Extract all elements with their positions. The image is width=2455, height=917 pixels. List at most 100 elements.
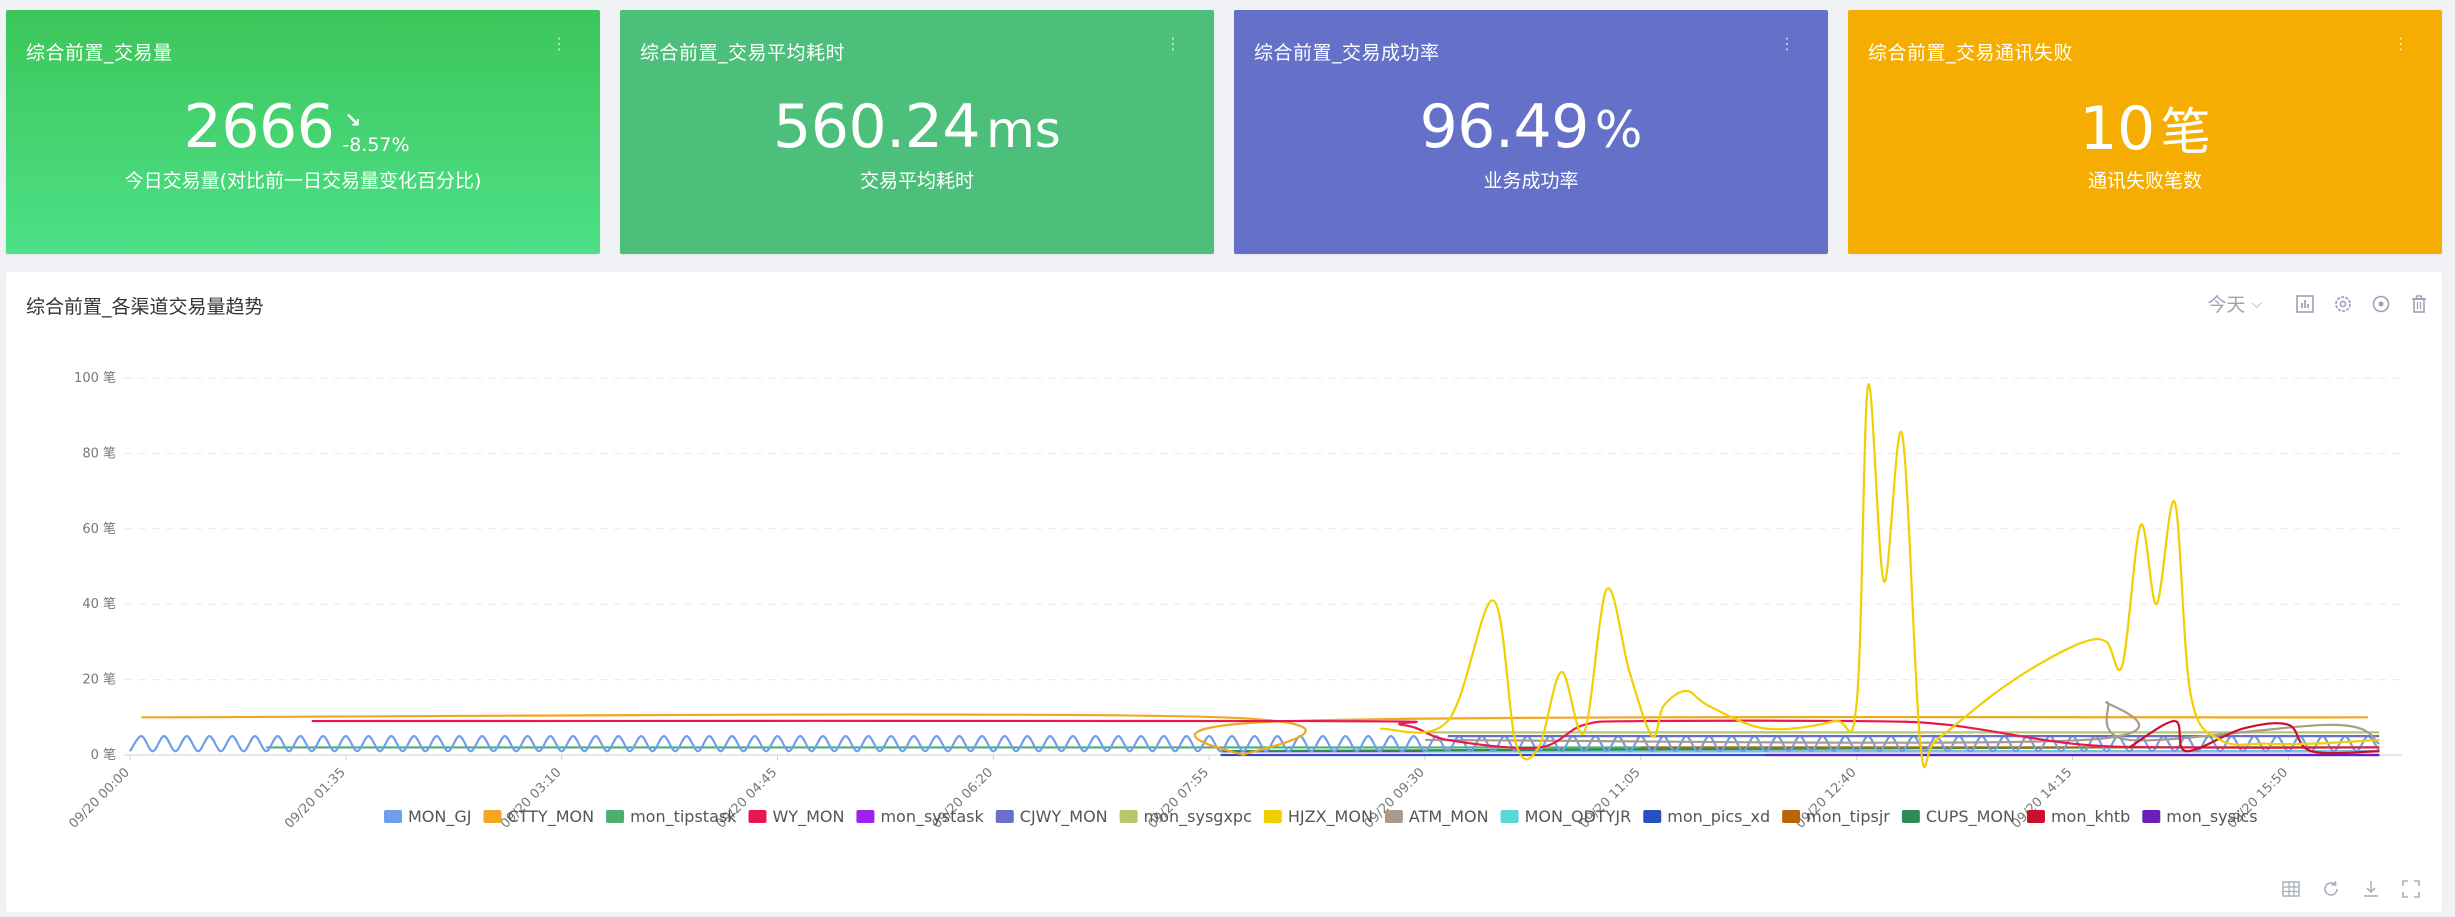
legend-item-HJZX_MON[interactable]: HJZX_MON xyxy=(1263,807,1373,827)
legend-swatch xyxy=(995,810,1014,823)
legend-swatch xyxy=(1500,810,1519,823)
legend-label: mon_pics_xd xyxy=(1667,807,1770,827)
legend-item-ATM_MON[interactable]: ATM_MON xyxy=(1384,807,1489,827)
card-value-number: 10 xyxy=(2079,94,2155,164)
more-vertical-icon[interactable]: ⋮ xyxy=(551,34,567,53)
legend-swatch xyxy=(1901,810,1920,823)
card-value: 2666 ↘ -8.57% xyxy=(6,92,600,162)
fullscreen-icon[interactable] xyxy=(2400,878,2422,900)
more-vertical-icon[interactable]: ⋮ xyxy=(1779,34,1795,53)
y-tick-label: 0 笔 xyxy=(91,747,116,763)
y-tick-label: 60 笔 xyxy=(82,521,116,537)
card-title: 综合前置_交易平均耗时 xyxy=(640,42,846,64)
trend-percent: -8.57% xyxy=(342,134,410,156)
card-value-number: 2666 xyxy=(183,92,335,162)
panel-title: 综合前置_各渠道交易量趋势 xyxy=(26,296,264,318)
legend-item-MON_QDTYJR[interactable]: MON_QDTYJR xyxy=(1500,807,1632,827)
y-tick-label: 20 笔 xyxy=(82,672,116,688)
legend-label: HJZX_MON xyxy=(1288,807,1373,827)
card-subtitle: 交易平均耗时 xyxy=(859,170,974,192)
gear-icon[interactable] xyxy=(2332,293,2354,315)
legend-label: mon_sysics xyxy=(2166,807,2257,827)
legend-item-mon_sysgxpc[interactable]: mon_sysgxpc xyxy=(1119,807,1252,827)
card-value-unit: 笔 xyxy=(2160,103,2211,161)
legend-swatch xyxy=(1119,810,1138,823)
legend-swatch xyxy=(1384,810,1403,823)
series-line-WY_MON xyxy=(311,719,2380,750)
legend-swatch xyxy=(2142,810,2161,823)
legend-swatch xyxy=(483,810,502,823)
legend-item-WY_MON[interactable]: WY_MON xyxy=(748,807,844,827)
more-vertical-icon[interactable]: ⋮ xyxy=(1165,34,1181,53)
line-chart: 0 笔 20 笔 40 笔 60 笔 80 笔 100 笔 09/20 00:00 09/20… xyxy=(66,370,2402,832)
download-icon[interactable] xyxy=(2360,878,2382,900)
series-line-ATM_MON xyxy=(1425,701,2380,745)
legend-label: WY_MON xyxy=(772,807,844,827)
card-value-unit: ms xyxy=(986,101,1061,159)
card-subtitle: 今日交易量(对比前一日交易量变化百分比) xyxy=(124,170,482,192)
legend-label: ATM_MON xyxy=(1409,807,1489,827)
legend-swatch xyxy=(1643,810,1662,823)
trash-icon[interactable] xyxy=(2408,293,2430,315)
trend-down-icon: ↘ xyxy=(344,108,362,132)
card-title: 综合前置_交易通讯失败 xyxy=(1868,42,2074,64)
time-range-dropdown[interactable]: 今天 ⌵ xyxy=(2207,290,2262,317)
card-subtitle: 通讯失败笔数 xyxy=(2087,170,2202,192)
refresh-icon[interactable] xyxy=(2320,878,2342,900)
card-value-number: 560.24 xyxy=(773,92,981,162)
trend-chart-panel: 0 笔 20 笔 40 笔 60 笔 80 笔 100 笔 09/20 00:00 09/20… xyxy=(6,272,2442,912)
legend-item-MON_GJ[interactable]: MON_GJ xyxy=(384,807,471,827)
legend-label: mon_systask xyxy=(880,807,984,827)
legend-label: CJWY_MON xyxy=(1020,807,1108,827)
legend-item-CUPS_MON[interactable]: CUPS_MON xyxy=(1901,807,2015,827)
legend-item-CTTY_MON[interactable]: CTTY_MON xyxy=(483,807,594,827)
card-value-number: 96.49 xyxy=(1419,92,1590,162)
time-range-label: 今天 xyxy=(2207,294,2246,316)
legend-item-mon_tipstask[interactable]: mon_tipstask xyxy=(606,807,737,827)
legend-item-mon_khtb[interactable]: mon_khtb xyxy=(2026,807,2130,827)
legend-swatch xyxy=(748,810,767,823)
legend-item-CJWY_MON[interactable]: CJWY_MON xyxy=(995,807,1108,827)
legend-swatch xyxy=(2026,810,2045,823)
legend-swatch xyxy=(384,810,402,823)
card-title: 综合前置_交易成功率 xyxy=(1254,42,1440,64)
series-line-HJZX_MON xyxy=(1379,383,2380,769)
more-vertical-icon[interactable]: ⋮ xyxy=(2393,34,2409,53)
y-tick-label: 40 笔 xyxy=(82,596,116,612)
legend-label: CUPS_MON xyxy=(1926,807,2015,827)
legend-label: mon_tipstask xyxy=(630,807,737,827)
x-tick-label: 09/20 00:00 xyxy=(66,765,133,832)
x-tick-label: 09/20 01:35 xyxy=(282,765,349,832)
kpi-card-success-rate: 综合前置_交易成功率 ⋮ 96.49% 业务成功率 xyxy=(1234,10,1828,254)
series-line-mon_khtb xyxy=(2128,719,2380,755)
kpi-card-avg-latency: 综合前置_交易平均耗时 ⋮ 560.24 ms 交易平均耗时 xyxy=(620,10,1214,254)
y-tick-label: 100 笔 xyxy=(74,370,116,386)
legend-label: MON_QDTYJR xyxy=(1525,807,1632,827)
legend-item-mon_systask[interactable]: mon_systask xyxy=(856,807,985,827)
legend-label: MON_GJ xyxy=(408,807,471,827)
series-line-MON_GJ xyxy=(129,735,2381,753)
bar-chart-icon[interactable] xyxy=(2294,293,2316,315)
legend-item-mon_sysics[interactable]: mon_sysics xyxy=(2142,807,2258,827)
table-icon[interactable] xyxy=(2280,878,2302,900)
legend-item-mon_pics_xd[interactable]: mon_pics_xd xyxy=(1643,807,1770,827)
legend-label: mon_tipsjr xyxy=(1806,807,1890,827)
card-value: 560.24 ms xyxy=(620,92,1214,162)
kpi-card-comm-failures: 综合前置_交易通讯失败 ⋮ 10 笔 通讯失败笔数 xyxy=(1848,10,2442,254)
target-icon[interactable] xyxy=(2370,293,2392,315)
kpi-card-transaction-volume: 综合前置_交易量 ⋮ 2666 ↘ -8.57% 今日交易量(对比前一日交易量变化百… xyxy=(6,10,600,254)
panel-toolbar: 今天 ⌵ xyxy=(2207,290,2438,317)
legend-swatch xyxy=(606,810,625,823)
legend-label: CTTY_MON xyxy=(507,807,594,827)
card-title: 综合前置_交易量 xyxy=(26,42,173,64)
card-subtitle: 业务成功率 xyxy=(1483,170,1579,192)
card-value-unit: % xyxy=(1594,101,1643,159)
y-tick-label: 80 笔 xyxy=(82,445,116,461)
legend-item-mon_tipsjr[interactable]: mon_tipsjr xyxy=(1782,807,1890,827)
card-value: 96.49% xyxy=(1234,92,1828,162)
series-line-CTTY_MON xyxy=(141,713,2368,757)
legend-swatch xyxy=(856,810,875,823)
legend-swatch xyxy=(1782,810,1801,823)
trend-indicator: ↘ -8.57% xyxy=(342,92,422,162)
legend-label: mon_khtb xyxy=(2051,807,2130,827)
